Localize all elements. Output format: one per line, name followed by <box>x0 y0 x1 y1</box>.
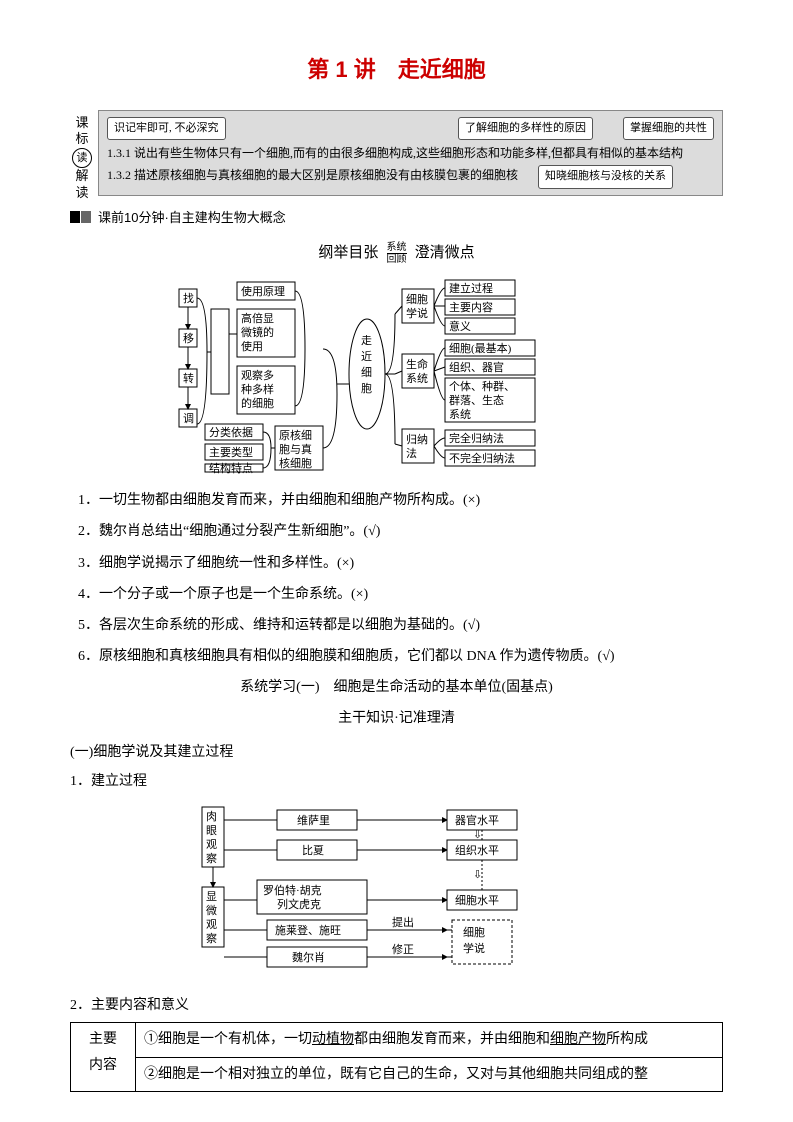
bubble-note-3: 掌握细胞的共性 <box>623 117 714 141</box>
svg-text:组织、器官: 组织、器官 <box>449 360 504 374</box>
svg-text:找: 找 <box>183 291 194 305</box>
list-item: 2．魏尔肖总结出“细胞通过分裂产生新细胞”。(√) <box>78 519 723 544</box>
bubble-note-2: 了解细胞的多样性的原因 <box>458 117 593 141</box>
svg-text:⇩: ⇩ <box>473 829 482 841</box>
svg-text:提出: 提出 <box>392 915 414 929</box>
heading-a1: 1．建立过程 <box>70 769 723 794</box>
svg-text:主要类型: 主要类型 <box>209 445 253 459</box>
svg-text:调: 调 <box>183 412 194 425</box>
svg-text:细胞水平: 细胞水平 <box>455 894 499 907</box>
svg-text:建立过程: 建立过程 <box>449 281 493 295</box>
svg-text:不完全归纳法: 不完全归纳法 <box>449 451 515 465</box>
subheader-text: 课前10分钟·自主建构生物大概念 <box>98 206 286 229</box>
svg-text:施莱登、施旺: 施莱登、施旺 <box>275 923 341 937</box>
heading-a: (一)细胞学说及其建立过程 <box>70 740 723 765</box>
svg-text:魏尔肖: 魏尔肖 <box>292 950 325 964</box>
gang-title: 纲举目张 系统回顾 澄清微点 <box>70 239 723 266</box>
section-heading: 系统学习(一) 细胞是生命活动的基本单位(固基点) <box>70 675 723 700</box>
bubble-note-1: 识记牢即可, 不必深究 <box>107 117 226 141</box>
svg-text:维萨里: 维萨里 <box>297 814 330 827</box>
list-item: 6．原核细胞和真核细胞具有相似的细胞膜和细胞质，它们都以 DNA 作为遗传物质。… <box>78 644 723 669</box>
kebiao-line-1: 1.3.1 说出有些生物体只有一个细胞,而有的由很多细胞构成,这些细胞形态和功能… <box>107 143 714 165</box>
list-item: 1．一切生物都由细胞发育而来，并由细胞和细胞产物所构成。(×) <box>78 488 723 513</box>
svg-text:原核细胞与真核细胞: 原核细胞与真核细胞 <box>279 428 312 470</box>
table-cell: ①细胞是一个有机体，一切动植物都由细胞发育而来，并由细胞和细胞产物所构成 <box>136 1023 723 1057</box>
svg-text:修正: 修正 <box>392 942 414 956</box>
process-diagram-2: 肉眼观察 显微观察 维萨里 器官水平 比夏 组织水平 ⇩ 罗伯特·胡克列文虎克 … <box>197 802 597 981</box>
list-item: 5．各层次生命系统的形成、维持和运转都是以细胞为基础的。(√) <box>78 613 723 638</box>
list-item: 3．细胞学说揭示了细胞统一性和多样性。(×) <box>78 551 723 576</box>
svg-text:结构特点: 结构特点 <box>209 461 253 474</box>
svg-text:观察多种多样的细胞: 观察多种多样的细胞 <box>241 368 274 410</box>
svg-text:组织水平: 组织水平 <box>455 843 499 857</box>
bubble-note-4: 知晓细胞核与没核的关系 <box>538 165 673 189</box>
kebiao-line-2: 1.3.2 描述原核细胞与真核细胞的最大区别是原核细胞没有由核膜包裹的细胞核 <box>107 165 518 189</box>
kebiao-sidebar-label: 课 标 读 解 读 <box>70 115 94 203</box>
svg-text:移: 移 <box>183 332 194 345</box>
statements-list: 1．一切生物都由细胞发育而来，并由细胞和细胞产物所构成。(×) 2．魏尔肖总结出… <box>70 488 723 669</box>
svg-text:分类依据: 分类依据 <box>209 425 253 439</box>
svg-text:主要内容: 主要内容 <box>449 300 493 314</box>
sub-heading: 主干知识·记准理清 <box>70 706 723 731</box>
svg-text:意义: 意义 <box>449 319 471 333</box>
svg-text:器官水平: 器官水平 <box>455 813 499 827</box>
table-row: 主要内容 ①细胞是一个有机体，一切动植物都由细胞发育而来，并由细胞和细胞产物所构… <box>71 1023 723 1057</box>
concept-diagram-1: 找 移 转 调 使用原理 高倍显微镜的使用 观察多种多样的细胞 分类依据 主要类… <box>177 274 617 474</box>
content-table: 主要内容 ①细胞是一个有机体，一切动植物都由细胞发育而来，并由细胞和细胞产物所构… <box>70 1022 723 1091</box>
table-cell: ②细胞是一个相对独立的单位，既有它自己的生命，又对与其他细胞共同组成的整 <box>136 1057 723 1091</box>
arrow-icon <box>70 211 92 223</box>
kebiao-block: 识记牢即可, 不必深究 了解细胞的多样性的原因 掌握细胞的共性 1.3.1 说出… <box>98 110 723 196</box>
svg-text:使用原理: 使用原理 <box>241 285 285 298</box>
heading-a2: 2．主要内容和意义 <box>70 993 723 1018</box>
svg-text:⇩: ⇩ <box>473 869 482 881</box>
svg-text:完全归纳法: 完全归纳法 <box>449 431 504 445</box>
svg-text:转: 转 <box>183 371 194 385</box>
subheader-row: 课前10分钟·自主建构生物大概念 <box>70 206 723 229</box>
page-title: 第 1 讲 走近细胞 <box>70 50 723 90</box>
svg-text:细胞(最基本): 细胞(最基本) <box>449 341 512 355</box>
svg-text:比夏: 比夏 <box>302 844 324 857</box>
list-item: 4．一个分子或一个原子也是一个生命系统。(×) <box>78 582 723 607</box>
table-row: ②细胞是一个相对独立的单位，既有它自己的生命，又对与其他细胞共同组成的整 <box>71 1057 723 1091</box>
